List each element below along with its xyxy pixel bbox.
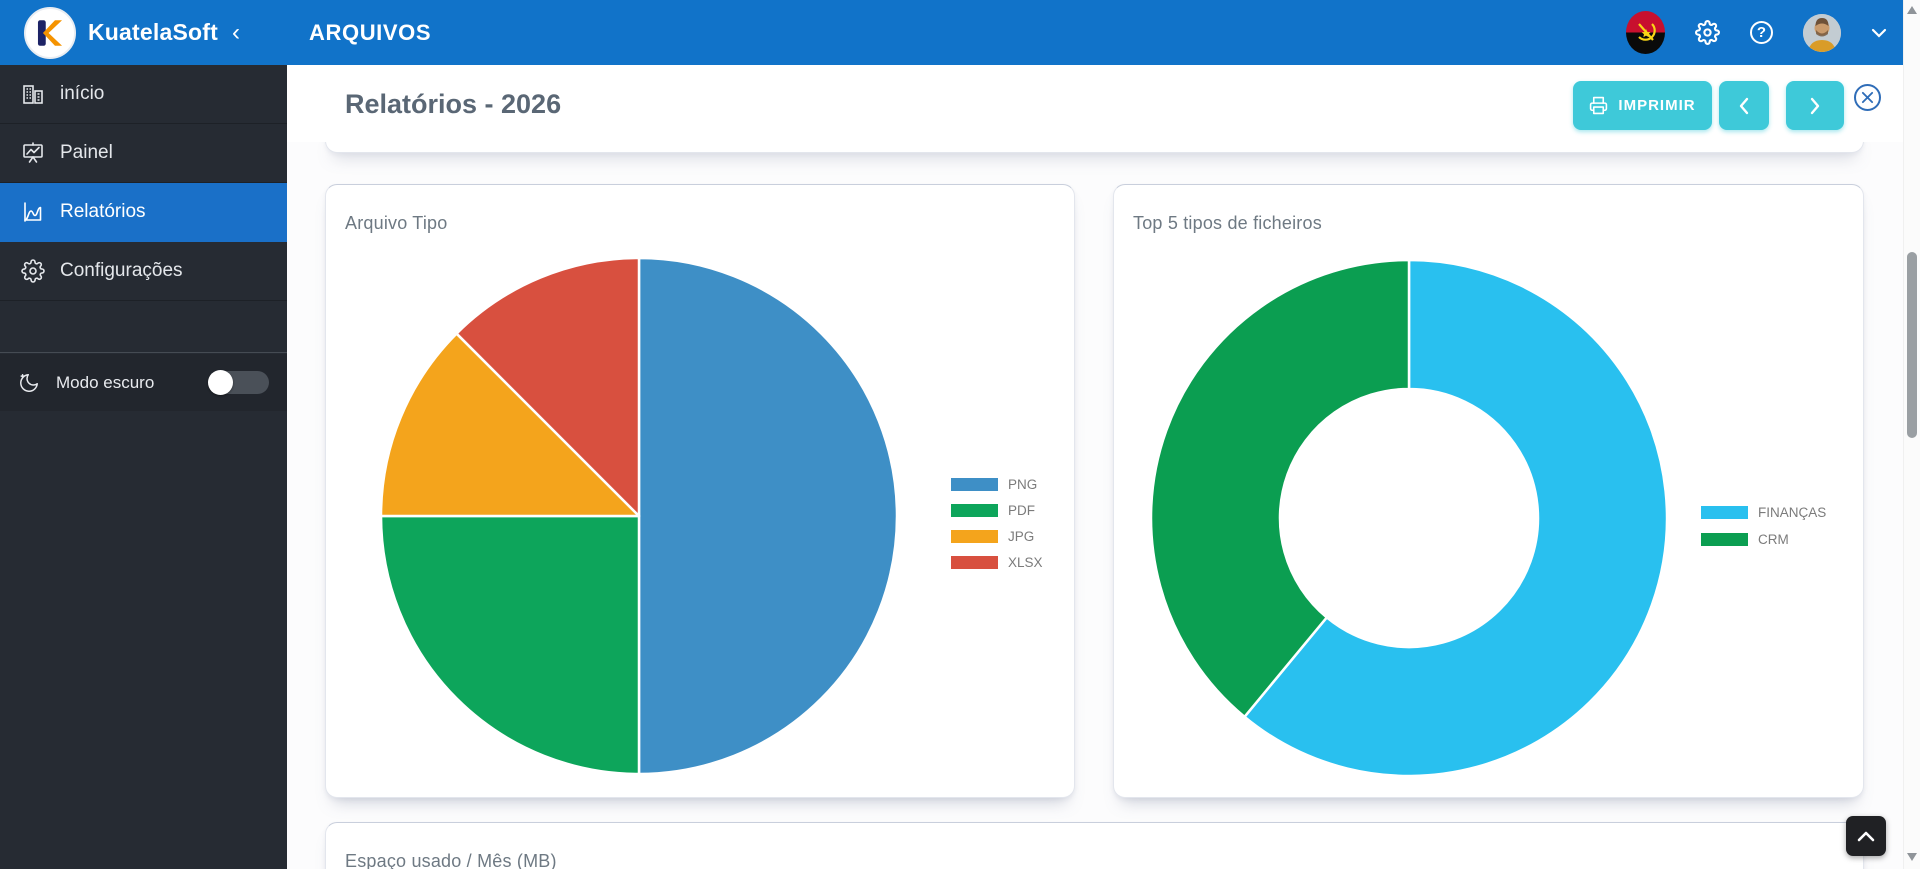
legend-item-crm[interactable]: CRM (1701, 526, 1826, 553)
print-button-label: IMPRIMIR (1618, 97, 1696, 114)
next-page-button[interactable] (1786, 81, 1844, 130)
legend-label: JPG (1008, 528, 1035, 544)
chart-title: Top 5 tipos de ficheiros (1133, 213, 1322, 233)
scrollbar-down-arrow[interactable] (1907, 853, 1917, 861)
slice-jpg[interactable] (379, 332, 641, 518)
sidebar-item-relatorios[interactable]: Relatórios (0, 183, 287, 242)
legend-item-png[interactable]: PNG (951, 471, 1043, 497)
report-header: Relatórios - 2026 IMPRIMIR (287, 65, 1903, 142)
topbar-page-title: ARQUIVOS (309, 19, 432, 45)
dashboard-easel-icon (23, 142, 43, 163)
legend-label: PNG (1008, 476, 1038, 492)
scrollbar-up-arrow[interactable] (1907, 6, 1917, 14)
sidebar-divider (0, 352, 287, 353)
dark-mode-toggle[interactable] (208, 370, 269, 395)
page-title: Relatórios - 2026 (345, 89, 562, 119)
scrollbar-thumb[interactable] (1907, 252, 1917, 438)
legend-label: CRM (1758, 532, 1789, 547)
slice-png[interactable] (637, 256, 899, 776)
sidebar-item-label: Configurações (60, 260, 183, 281)
buildings-icon (23, 85, 43, 104)
dark-mode-row: Modo escuro (0, 354, 287, 411)
legend-item-finanças[interactable]: FINANÇAS (1701, 499, 1826, 526)
legend-swatch (951, 503, 998, 517)
dark-mode-label: Modo escuro (56, 372, 155, 392)
angola-flag-icon[interactable] (1626, 11, 1665, 54)
chevron-right-icon (1810, 97, 1820, 114)
slice-crm[interactable] (1149, 258, 1411, 719)
slice-xlsx[interactable] (455, 256, 641, 518)
legend-swatch (951, 477, 998, 491)
chart-card-espaco-usado: Espaço usado / Mês (MB) (325, 822, 1864, 869)
legend-label: FINANÇAS (1758, 505, 1827, 520)
sidebar-item-configuracoes[interactable]: Configurações (0, 242, 287, 301)
slice-finanças[interactable] (1243, 258, 1669, 778)
logo-k-icon (37, 19, 63, 46)
settings-gear-icon[interactable] (1695, 20, 1720, 45)
legend-swatch (1701, 506, 1748, 519)
legend-item-pdf[interactable]: PDF (951, 497, 1043, 523)
sidebar-collapse-chevron-icon[interactable]: ‹ (232, 18, 240, 46)
user-avatar[interactable] (1803, 13, 1841, 52)
chevron-up-icon (1857, 831, 1875, 842)
brand-zone: KuatelaSoft ‹ (0, 6, 287, 59)
sidebar-item-painel[interactable]: Painel (0, 124, 287, 183)
help-question-mark: ? (1750, 21, 1773, 44)
kuatelasoft-logo[interactable] (24, 6, 76, 59)
report-content: Arquivo Tipo PNG PDF JPG XLSX Top 5 tipos d… (287, 128, 1903, 869)
previous-page-button[interactable] (1719, 81, 1769, 130)
gear-icon (21, 259, 45, 283)
legend-swatch (1701, 533, 1748, 546)
toggle-knob (208, 370, 233, 395)
legend-swatch (951, 555, 998, 569)
printer-icon (1590, 96, 1608, 115)
legend-label: XLSX (1008, 554, 1043, 570)
help-icon[interactable]: ? (1750, 21, 1773, 44)
legend-item-jpg[interactable]: JPG (951, 523, 1043, 549)
chart-card-arquivo-tipo: Arquivo Tipo PNG PDF JPG XLSX (325, 184, 1075, 798)
chevron-left-icon (1739, 97, 1749, 114)
chart-legend: PNG PDF JPG XLSX (951, 471, 1043, 575)
chart-legend: FINANÇAS CRM (1701, 499, 1826, 553)
topbar: KuatelaSoft ‹ ARQUIVOS (0, 0, 1903, 65)
angola-flag-graphic (1626, 11, 1665, 54)
scroll-to-top-button[interactable] (1846, 816, 1886, 856)
legend-swatch (951, 529, 998, 543)
sidebar-item-label: Relatórios (60, 201, 146, 222)
legend-item-xlsx[interactable]: XLSX (951, 549, 1043, 575)
print-button[interactable]: IMPRIMIR (1573, 81, 1712, 130)
topbar-actions: ? (1626, 0, 1887, 65)
sidebar: início Painel Relatórios Conf (0, 65, 287, 869)
chevron-down-icon[interactable] (1871, 28, 1887, 38)
brand-name: KuatelaSoft (88, 19, 218, 45)
sidebar-item-inicio[interactable]: início (0, 65, 287, 124)
main-area: Relatórios - 2026 IMPRIMIR (287, 65, 1903, 869)
chart-title: Espaço usado / Mês (MB) (345, 851, 557, 869)
area-chart-icon (24, 202, 42, 222)
chart-card-top5-ficheiros: Top 5 tipos de ficheiros FINANÇAS CRM (1113, 184, 1864, 798)
slice-pdf[interactable] (379, 514, 641, 776)
legend-label: PDF (1008, 502, 1035, 518)
sidebar-item-label: Painel (60, 142, 113, 163)
close-x-icon (1861, 91, 1874, 104)
sidebar-item-label: início (60, 83, 105, 104)
crescent-moon-icon (20, 373, 38, 392)
close-report-button[interactable] (1854, 84, 1881, 111)
donut-chart-top5-ficheiros[interactable] (1147, 256, 1671, 780)
page-scrollbar (1903, 0, 1920, 869)
chart-title: Arquivo Tipo (345, 213, 448, 233)
pie-chart-arquivo-tipo[interactable] (377, 254, 901, 778)
